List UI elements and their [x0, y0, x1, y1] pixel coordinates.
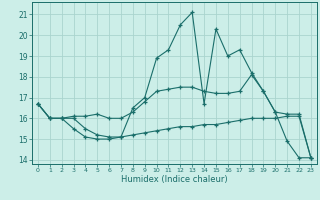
X-axis label: Humidex (Indice chaleur): Humidex (Indice chaleur) [121, 175, 228, 184]
